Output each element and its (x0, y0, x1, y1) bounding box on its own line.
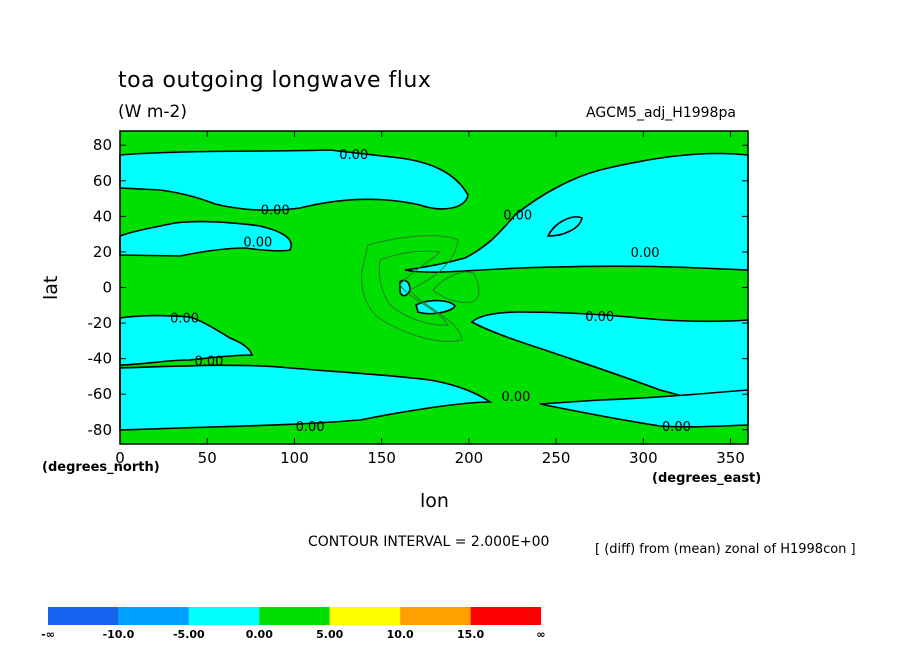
thin-contour-outer (361, 235, 463, 342)
model-label: AGCM5_adj_H1998pa (586, 105, 736, 121)
region-north-atlantic (119, 220, 292, 257)
y-tick-label: -20 (88, 314, 113, 332)
y-tick-label: -80 (88, 421, 113, 439)
contour-label: 0.00 (261, 203, 290, 218)
region-asia-island (546, 216, 583, 237)
chart-title: toa outgoing longwave flux (118, 68, 432, 93)
contour-label: 0.00 (502, 390, 531, 405)
x-tick-label: 200 (455, 449, 484, 467)
y-tick-label: 60 (93, 172, 112, 190)
chart-units: (W m-2) (118, 102, 187, 122)
x-tick-label: 0 (115, 449, 125, 467)
x-axis-unit: (degrees_east) (652, 471, 762, 486)
colorbar-swatch (400, 607, 471, 625)
colorbar-swatch (470, 607, 541, 625)
colorbar-label: -∞ (41, 628, 55, 641)
colorbar-label: -5.00 (173, 628, 205, 641)
colorbar-label: 15.0 (457, 628, 484, 641)
contour-label: 0.00 (662, 420, 691, 435)
colorbar-label: 10.0 (387, 628, 414, 641)
x-tick-label: 100 (280, 449, 309, 467)
y-tick-label: -40 (88, 350, 113, 368)
x-axis-title: lon (420, 490, 449, 512)
region-north-america (119, 149, 469, 211)
region-south-atlantic-far (539, 389, 749, 428)
colorbar: -∞ -10.0 -5.00 0.00 5.00 10.0 15.0 ∞ (41, 607, 546, 641)
colorbar-swatch (48, 607, 119, 625)
x-ticks: 0 50 100 150 200 250 300 350 (115, 131, 745, 467)
y-tick-label: 40 (93, 207, 112, 225)
colorbar-label: 0.00 (246, 628, 273, 641)
colorbar-swatch (188, 607, 260, 625)
contour-label: 0.00 (296, 420, 325, 435)
colorbar-swatch (259, 607, 330, 625)
colorbar-label: -10.0 (103, 628, 135, 641)
thin-contours (361, 235, 480, 342)
x-tick-label: 50 (198, 449, 217, 467)
region-south-atlantic (119, 314, 254, 366)
contour-label: 0.00 (170, 312, 199, 327)
colorbar-swatch (329, 607, 401, 625)
y-tick-label: -60 (88, 385, 113, 403)
colorbar-swatch (118, 607, 189, 625)
contour-label: 0.00 (631, 246, 660, 261)
x-tick-label: 250 (542, 449, 571, 467)
y-ticks: -80 -60 -40 -20 0 20 40 60 80 (88, 136, 748, 439)
contour-label: 0.00 (194, 354, 223, 369)
negative-regions (119, 149, 749, 431)
region-eurasia (404, 152, 749, 273)
x-tick-label: 350 (716, 449, 745, 467)
x-tick-label: 150 (367, 449, 396, 467)
contour-interval: CONTOUR INTERVAL = 2.000E+00 (308, 534, 550, 550)
region-southern-ocean (119, 364, 493, 431)
contour-label: 0.00 (585, 310, 614, 325)
region-south-pacific-east (470, 311, 749, 420)
contour-label: 0.00 (503, 209, 532, 224)
colorbar-label: ∞ (536, 628, 545, 641)
y-tick-label: 0 (102, 279, 112, 297)
colorbar-label: 5.00 (316, 628, 343, 641)
contour-label: 0.00 (243, 235, 272, 250)
contour-label: 0.00 (339, 148, 368, 163)
y-tick-label: 20 (93, 243, 112, 261)
thin-contour-loop (432, 271, 480, 303)
plot-area: 0.00 0.00 0.00 0.00 0.00 0.00 0.00 0.00 0.00 0.00… (88, 130, 749, 467)
y-tick-label: 80 (93, 136, 112, 154)
y-axis-unit: (degrees_north) (42, 460, 160, 475)
thin-contour-inner (378, 250, 449, 326)
contour-labels: 0.00 0.00 0.00 0.00 0.00 0.00 0.00 0.00 0.00 0.00… (170, 148, 691, 435)
x-tick-label: 300 (629, 449, 658, 467)
plot-frame (119, 130, 749, 445)
diff-note: [ (diff) from (mean) zonal of H1998con ] (595, 542, 856, 557)
